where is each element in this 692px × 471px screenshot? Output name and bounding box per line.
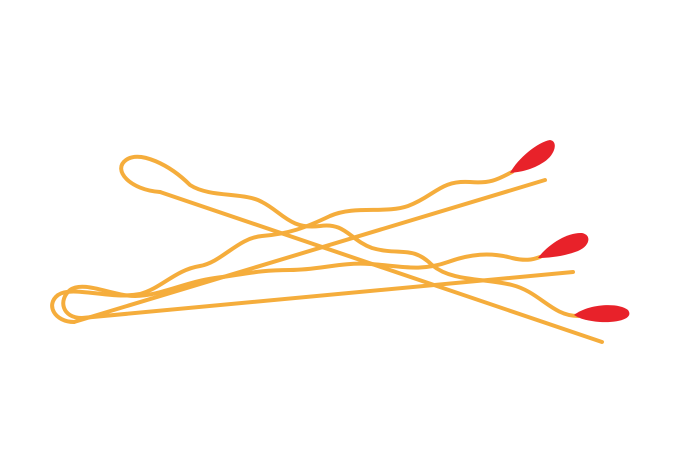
bobby-pin-3-straight-leg xyxy=(80,270,575,320)
bobby-pin-3-wavy-leg xyxy=(61,252,542,320)
bobby-pin-2 xyxy=(50,140,555,324)
bobby-pin-2-wavy-leg xyxy=(50,170,514,324)
bobby-pin-1-tip xyxy=(574,305,630,323)
bobby-pin-1-straight-leg xyxy=(158,190,604,344)
bobby-pin-2-straight-leg xyxy=(72,178,547,324)
bobby-pin-1-wavy-leg xyxy=(119,154,580,318)
bobby-pin-1 xyxy=(119,154,630,344)
bobby-pin-3 xyxy=(61,232,589,320)
bobby-pin-3-tip xyxy=(538,232,589,258)
bobby-pin-2-tip xyxy=(510,140,555,173)
